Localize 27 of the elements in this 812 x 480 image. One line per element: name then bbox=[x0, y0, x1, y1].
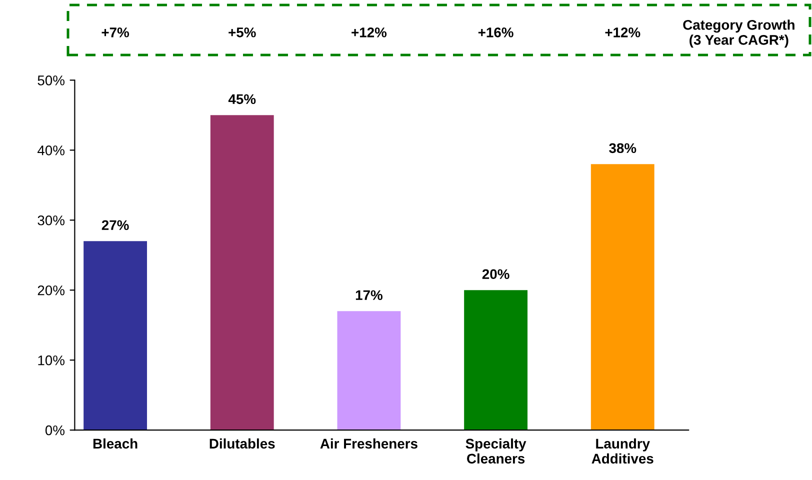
bar bbox=[337, 311, 401, 430]
data-label: 38% bbox=[609, 143, 636, 154]
text: +16% bbox=[478, 27, 514, 38]
data-label: 17% bbox=[356, 290, 382, 300]
y-tick-label: 0% bbox=[45, 425, 64, 436]
data-label: 45% bbox=[228, 94, 256, 104]
y-tick-label: 20% bbox=[38, 285, 64, 296]
x-tick-label: Dilutables bbox=[210, 438, 275, 449]
text: +5% bbox=[228, 28, 256, 38]
bar bbox=[210, 115, 274, 430]
x-tick-label: Bleach bbox=[93, 438, 138, 449]
bar bbox=[590, 164, 654, 430]
data-label: 27% bbox=[102, 220, 129, 230]
y-tick-label: 50% bbox=[38, 75, 64, 86]
x-tick-label: Specialty Cleaners bbox=[466, 438, 526, 464]
y-tick-label: 40% bbox=[38, 145, 64, 156]
x-tick-label: Laundry Additives bbox=[592, 438, 654, 464]
y-tick-label: 10% bbox=[38, 355, 64, 366]
text: +12% bbox=[352, 27, 387, 38]
bar bbox=[84, 241, 147, 430]
bar bbox=[464, 290, 528, 430]
y-tick-label: 30% bbox=[38, 215, 64, 226]
text: Category Growth (3 Year CAGR*) bbox=[683, 20, 794, 48]
text: +12% bbox=[605, 27, 640, 38]
data-label: 20% bbox=[482, 269, 510, 280]
text: +7% bbox=[102, 28, 130, 38]
x-tick-label: Air Fresheners bbox=[320, 438, 418, 449]
